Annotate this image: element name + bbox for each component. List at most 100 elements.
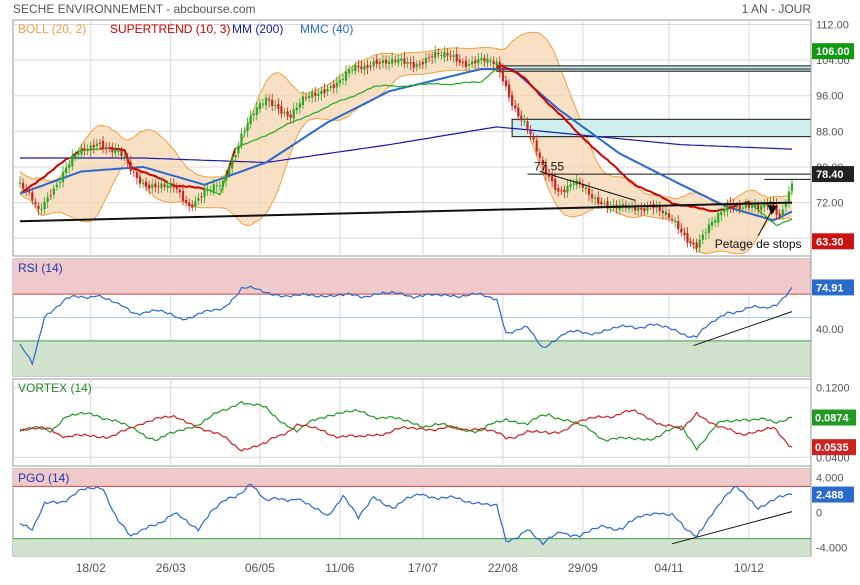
candle-body bbox=[717, 213, 719, 223]
candle-body bbox=[28, 192, 30, 193]
candle-body bbox=[256, 107, 258, 115]
level-annotation: 77.55 bbox=[534, 160, 564, 174]
candle-body bbox=[708, 224, 710, 233]
candle-body bbox=[120, 151, 122, 156]
candle-body bbox=[529, 130, 531, 135]
candle-body bbox=[702, 235, 704, 240]
candle-body bbox=[317, 94, 319, 96]
candle-body bbox=[290, 115, 292, 118]
period-label: 1 AN - JOUR bbox=[742, 2, 812, 16]
candle-body bbox=[416, 64, 418, 67]
candle-body bbox=[167, 185, 169, 188]
candle-body bbox=[179, 190, 181, 193]
candle-body bbox=[151, 184, 153, 188]
candle-body bbox=[250, 116, 252, 125]
x-tick-label: 06/05 bbox=[245, 561, 275, 575]
candle-body bbox=[31, 192, 33, 200]
candle-body bbox=[739, 205, 741, 210]
candle-body bbox=[133, 172, 135, 173]
candle-body bbox=[357, 66, 359, 67]
candle-body bbox=[554, 179, 556, 190]
candle-body bbox=[560, 190, 562, 191]
candle-body bbox=[742, 208, 744, 209]
candle-body bbox=[711, 222, 713, 226]
candle-body bbox=[219, 185, 221, 186]
pgo-title: PGO (14) bbox=[18, 471, 69, 485]
price-tag-value: 63.30 bbox=[816, 236, 844, 248]
candle-body bbox=[373, 61, 375, 66]
candle-body bbox=[557, 188, 559, 191]
candle-body bbox=[410, 62, 412, 63]
candle-body bbox=[99, 143, 101, 144]
candle-body bbox=[320, 91, 322, 94]
candle-body bbox=[182, 191, 184, 201]
candle-body bbox=[148, 185, 150, 189]
candle-body bbox=[271, 100, 273, 106]
candle-body bbox=[330, 87, 332, 88]
candle-body bbox=[210, 190, 212, 191]
candle-body bbox=[336, 83, 338, 88]
candle-body bbox=[114, 150, 116, 153]
candle-body bbox=[308, 96, 310, 99]
candle-body bbox=[71, 156, 73, 166]
candle-body bbox=[696, 243, 698, 249]
candle-body bbox=[705, 232, 707, 233]
candle-body bbox=[508, 85, 510, 98]
pgo-y-tick: -4.000 bbox=[816, 542, 847, 554]
candle-body bbox=[59, 182, 61, 183]
candle-body bbox=[680, 229, 682, 233]
candle-body bbox=[176, 188, 178, 189]
candle-body bbox=[514, 106, 516, 109]
candle-body bbox=[699, 240, 701, 248]
candle-body bbox=[105, 147, 107, 148]
candle-body bbox=[428, 57, 430, 58]
candle-body bbox=[419, 64, 421, 65]
candle-body bbox=[130, 162, 132, 171]
candle-body bbox=[305, 97, 307, 98]
candle-body bbox=[674, 221, 676, 222]
candle-body bbox=[511, 95, 513, 106]
candle-body bbox=[668, 213, 670, 218]
candle-body bbox=[379, 62, 381, 63]
candle-body bbox=[80, 148, 82, 155]
candle-body bbox=[302, 96, 304, 105]
candle-body bbox=[351, 70, 353, 71]
candle-body bbox=[83, 149, 85, 151]
price-legend-item: MMC (40) bbox=[300, 22, 353, 36]
candle-body bbox=[603, 203, 605, 204]
candle-body bbox=[686, 233, 688, 242]
candle-body bbox=[779, 214, 781, 217]
candle-body bbox=[643, 208, 645, 211]
price-y-tick: 72.00 bbox=[816, 198, 844, 210]
candle-body bbox=[714, 220, 716, 222]
candle-body bbox=[363, 66, 365, 70]
candle-body bbox=[90, 146, 92, 151]
candle-body bbox=[745, 205, 747, 208]
candle-body bbox=[453, 55, 455, 57]
candle-body bbox=[474, 60, 476, 63]
candle-body bbox=[265, 98, 267, 106]
candle-body bbox=[283, 112, 285, 113]
candle-body bbox=[154, 183, 156, 187]
candle-body bbox=[170, 183, 172, 188]
candle-body bbox=[157, 186, 159, 187]
price-y-tick: 88.00 bbox=[816, 126, 844, 138]
candle-body bbox=[533, 136, 535, 139]
price-legend-item: SUPERTREND (10, 3) bbox=[110, 22, 230, 36]
candle-body bbox=[117, 150, 119, 152]
candle-body bbox=[637, 208, 639, 211]
candle-body bbox=[434, 52, 436, 58]
candle-body bbox=[791, 183, 793, 191]
candle-body bbox=[751, 206, 753, 208]
candle-body bbox=[19, 183, 21, 184]
rsi-value: 74.91 bbox=[816, 282, 844, 294]
candle-body bbox=[526, 121, 528, 129]
candle-body bbox=[280, 106, 282, 113]
candle-body bbox=[391, 59, 393, 64]
candle-body bbox=[591, 194, 593, 198]
candle-body bbox=[585, 188, 587, 189]
candle-body bbox=[74, 155, 76, 158]
candle-body bbox=[87, 150, 89, 151]
